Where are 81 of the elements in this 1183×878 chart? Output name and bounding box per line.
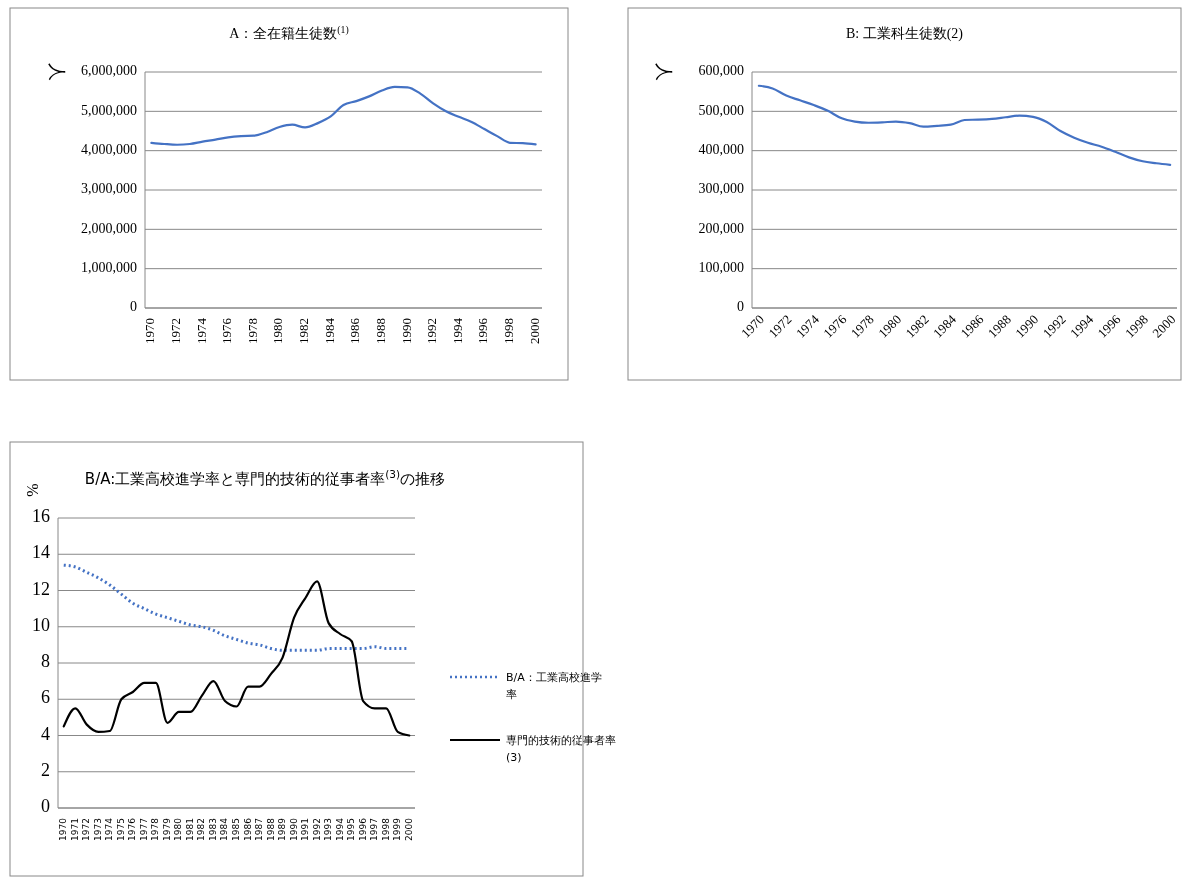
- y-tick-label: 4: [41, 723, 50, 744]
- x-tick-label: 2000: [403, 817, 414, 841]
- x-tick-label: 1974: [104, 817, 115, 841]
- x-tick-label: 1994: [449, 317, 465, 344]
- legend-label: B/A：工業高校進学率: [506, 671, 602, 701]
- legend-label: 専門的技術的従事者率(3): [506, 734, 616, 764]
- y-tick-label: 0: [41, 796, 50, 817]
- y-tick-label: 6: [41, 687, 50, 708]
- x-tick-label: 1998: [380, 817, 391, 841]
- y-tick-label: 2: [41, 759, 50, 780]
- y-tick-label: 10: [32, 614, 50, 635]
- x-tick-label: 1993: [323, 818, 334, 841]
- x-tick-label: 1984: [321, 317, 337, 344]
- x-tick-label: 1971: [69, 818, 80, 841]
- x-tick-label: 1985: [231, 818, 241, 841]
- x-tick-label: 1981: [184, 818, 195, 841]
- y-tick-label: 5,000,000: [81, 102, 137, 118]
- y-tick-label: 4,000,000: [81, 141, 137, 157]
- line-series: [150, 85, 537, 146]
- x-tick-label: 1990: [288, 817, 299, 841]
- x-tick-label: 1999: [392, 817, 403, 841]
- x-tick-label: 1989: [277, 817, 288, 841]
- y-tick-label: 200,000: [698, 220, 744, 236]
- x-tick-label: 1976: [127, 817, 138, 841]
- y-tick-label: 3,000,000: [81, 181, 137, 197]
- x-tick-label: 1992: [424, 318, 440, 344]
- y-tick-label: 6,000,000: [81, 63, 137, 79]
- y-tick-label: 100,000: [698, 259, 744, 275]
- y-tick-label: 0: [130, 299, 137, 315]
- x-tick-label: 1986: [347, 317, 363, 344]
- x-tick-label: 1980: [270, 318, 286, 344]
- x-tick-label: 1980: [173, 817, 184, 841]
- x-tick-label: 1994: [334, 817, 345, 841]
- x-tick-label: 1991: [300, 818, 311, 841]
- chart-title: A：全在籍生徒数$^{(1)}$: [229, 23, 349, 41]
- x-tick-label: 1972: [168, 318, 183, 344]
- x-tick-label: 1996: [357, 817, 368, 841]
- x-tick-label: 1992: [311, 818, 322, 841]
- x-tick-label: 1988: [372, 318, 388, 344]
- y-axis-title: 人: [46, 63, 67, 81]
- y-tick-label: 300,000: [698, 181, 744, 197]
- y-tick-label: 400,000: [698, 141, 744, 157]
- y-tick-label: 600,000: [698, 63, 744, 79]
- x-tick-label: 1978: [244, 318, 260, 344]
- y-tick-label: 500,000: [698, 102, 744, 118]
- y-tick-label: 12: [32, 578, 50, 599]
- y-tick-label: 2,000,000: [81, 220, 137, 236]
- y-tick-label: 0: [737, 299, 744, 315]
- line-series: [757, 84, 1172, 166]
- y-tick-label: 16: [32, 506, 50, 527]
- x-tick-label: 1990: [398, 318, 414, 344]
- x-tick-label: 1976: [219, 317, 235, 344]
- x-tick-label: 1987: [254, 818, 265, 841]
- x-tick-label: 1982: [196, 818, 207, 841]
- x-tick-label: 1998: [500, 318, 516, 344]
- y-axis-title: 人: [653, 63, 674, 81]
- x-tick-label: 1970: [142, 318, 158, 344]
- x-tick-label: 1973: [92, 818, 103, 841]
- chart-title: B: 工業科生徒数(2): [845, 26, 964, 42]
- x-tick-label: 1997: [369, 818, 380, 841]
- y-tick-label: 8: [41, 651, 50, 672]
- x-tick-label: 1986: [242, 817, 253, 841]
- x-tick-label: 1970: [58, 817, 69, 841]
- x-tick-label: 2000: [526, 318, 542, 344]
- y-tick-label: 1,000,000: [81, 259, 137, 275]
- x-tick-label: 1975: [115, 818, 126, 841]
- y-axis-title: %: [23, 483, 41, 497]
- x-tick-label: 1974: [193, 317, 209, 344]
- x-tick-label: 1982: [296, 318, 312, 344]
- chart-title: B/A:工業高校進学率と専門的技術的従事者率$^{(3)}$の推移: [84, 468, 446, 488]
- x-tick-label: 1984: [219, 817, 230, 841]
- y-tick-label: 14: [32, 542, 50, 563]
- x-tick-label: 1972: [81, 818, 92, 841]
- x-tick-label: 1996: [475, 317, 491, 344]
- x-tick-label: 1983: [207, 818, 218, 841]
- x-tick-label: 1977: [138, 818, 149, 841]
- x-tick-label: 1979: [161, 817, 172, 841]
- x-tick-label: 1978: [150, 817, 161, 841]
- line-series: [62, 580, 411, 737]
- x-tick-label: 1995: [346, 818, 357, 841]
- x-tick-label: 1988: [265, 817, 276, 841]
